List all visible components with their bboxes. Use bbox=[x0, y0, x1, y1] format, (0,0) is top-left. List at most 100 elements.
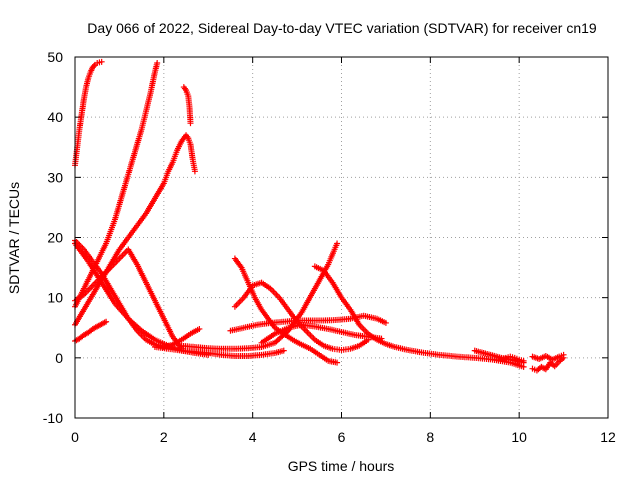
data-trail bbox=[551, 354, 561, 362]
data-point bbox=[338, 347, 345, 354]
data-point bbox=[89, 282, 96, 289]
data-point bbox=[271, 339, 278, 346]
data-trail bbox=[186, 137, 193, 146]
data-point bbox=[254, 321, 261, 328]
series-arc-12 bbox=[231, 279, 372, 354]
data-point bbox=[329, 279, 336, 286]
data-point bbox=[151, 69, 158, 76]
data-trail bbox=[375, 316, 388, 326]
data-trail bbox=[144, 337, 157, 347]
data-trail bbox=[420, 349, 441, 358]
data-point bbox=[187, 141, 194, 148]
data-trail bbox=[322, 269, 335, 284]
data-trail bbox=[340, 329, 356, 338]
data-trail bbox=[91, 260, 104, 275]
data-trail bbox=[339, 296, 353, 311]
data-trail bbox=[239, 266, 251, 284]
data-point bbox=[334, 240, 341, 247]
series-arc-2 bbox=[72, 60, 161, 310]
data-point bbox=[285, 324, 292, 331]
data-point bbox=[231, 255, 238, 262]
data-point bbox=[267, 285, 274, 292]
data-point bbox=[489, 352, 496, 359]
data-trail bbox=[73, 336, 81, 344]
data-point bbox=[536, 356, 543, 363]
data-point bbox=[325, 357, 332, 364]
data-trail bbox=[82, 330, 90, 338]
data-point bbox=[271, 330, 278, 337]
data-point bbox=[480, 350, 487, 357]
data-point bbox=[405, 347, 412, 354]
data-trail bbox=[72, 146, 80, 167]
data-trail bbox=[81, 278, 91, 290]
series-arc-14 bbox=[258, 321, 385, 346]
plot-frame bbox=[74, 56, 609, 419]
data-point bbox=[307, 317, 314, 324]
data-trail bbox=[100, 266, 113, 279]
x-tick-label: 8 bbox=[426, 429, 434, 445]
data-point bbox=[436, 351, 443, 358]
data-point bbox=[134, 222, 141, 229]
data-trail bbox=[108, 248, 122, 266]
data-point bbox=[138, 126, 145, 133]
data-trail bbox=[95, 321, 104, 329]
data-point bbox=[125, 246, 132, 253]
data-trail bbox=[259, 308, 271, 321]
data-trail bbox=[170, 149, 180, 164]
data-trail bbox=[260, 340, 276, 350]
data-trail bbox=[300, 342, 312, 351]
x-tick-label: 4 bbox=[249, 429, 257, 445]
data-point bbox=[187, 120, 194, 127]
data-trail bbox=[99, 242, 109, 254]
data-point bbox=[507, 353, 514, 360]
data-trail bbox=[273, 325, 290, 336]
data-point bbox=[138, 327, 145, 334]
data-point bbox=[245, 345, 252, 352]
data-trail bbox=[299, 287, 317, 314]
data-trail bbox=[86, 71, 93, 80]
data-point bbox=[347, 315, 354, 322]
data-point bbox=[185, 93, 192, 100]
data-point bbox=[205, 345, 212, 352]
data-point bbox=[227, 327, 234, 334]
data-point bbox=[151, 297, 158, 304]
data-point bbox=[298, 309, 305, 316]
data-trail bbox=[103, 230, 113, 245]
data-trail bbox=[366, 332, 379, 342]
data-point bbox=[89, 291, 96, 298]
data-trail bbox=[180, 332, 192, 342]
data-trail bbox=[113, 302, 130, 321]
data-point bbox=[502, 354, 509, 361]
data-point bbox=[116, 255, 123, 262]
data-point bbox=[231, 303, 238, 310]
data-point bbox=[191, 344, 198, 351]
data-point bbox=[302, 327, 309, 334]
data-trail bbox=[73, 292, 86, 303]
data-trail bbox=[82, 284, 95, 297]
data-trail bbox=[130, 143, 140, 161]
data-trail bbox=[86, 269, 95, 281]
data-point bbox=[498, 356, 505, 363]
data-point bbox=[334, 316, 341, 323]
data-trail bbox=[161, 317, 175, 338]
data-point bbox=[374, 315, 381, 322]
data-trail bbox=[147, 71, 158, 95]
data-point bbox=[251, 294, 258, 301]
data-trail bbox=[535, 365, 543, 373]
data-trail bbox=[88, 65, 95, 74]
data-point bbox=[289, 336, 296, 343]
data-point bbox=[169, 159, 176, 166]
data-trail bbox=[77, 333, 86, 341]
data-trail bbox=[81, 293, 95, 311]
data-point bbox=[94, 323, 101, 330]
data-point bbox=[218, 345, 225, 352]
data-trail bbox=[108, 287, 122, 305]
data-trail bbox=[126, 224, 139, 239]
data-trail bbox=[384, 341, 396, 350]
data-point bbox=[111, 216, 118, 223]
y-tick-label: 30 bbox=[47, 169, 63, 185]
data-point bbox=[533, 367, 540, 374]
data-trail bbox=[260, 280, 272, 291]
data-point bbox=[174, 147, 181, 154]
